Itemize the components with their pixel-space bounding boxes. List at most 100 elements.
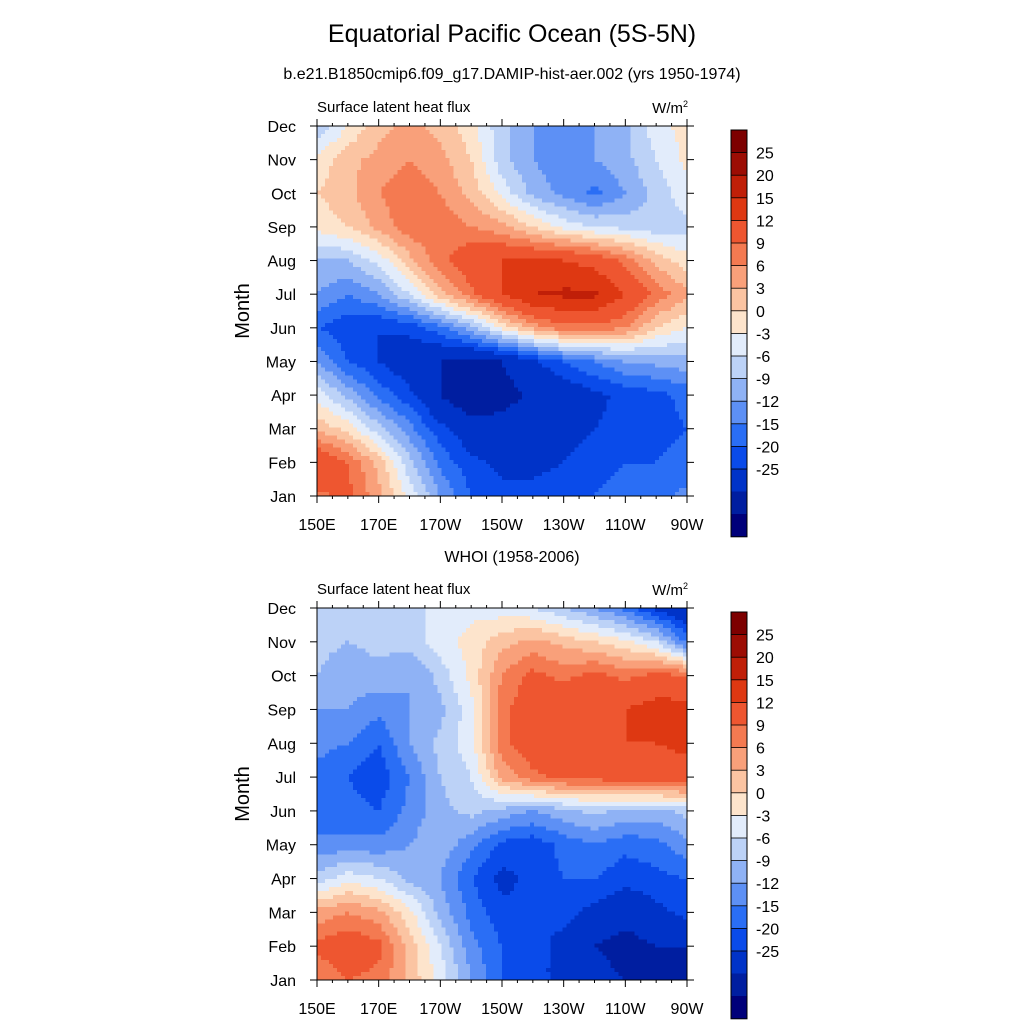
heatmap-cell bbox=[353, 294, 358, 300]
heatmap-cell bbox=[461, 323, 467, 328]
heatmap-cell bbox=[469, 254, 475, 260]
heatmap-cell bbox=[429, 210, 435, 216]
heatmap-cell bbox=[449, 331, 455, 336]
heatmap-cell bbox=[658, 294, 664, 300]
heatmap-cell bbox=[610, 202, 616, 208]
heatmap-cell bbox=[461, 222, 467, 228]
heatmap-cell bbox=[506, 335, 511, 340]
heatmap-cell bbox=[594, 315, 600, 320]
heatmap-cell bbox=[329, 178, 334, 183]
heatmap-cell bbox=[526, 302, 531, 308]
heatmap-cell bbox=[481, 339, 487, 344]
heatmap-cell bbox=[586, 182, 592, 187]
heatmap-cell bbox=[425, 274, 431, 280]
heatmap-cell bbox=[674, 222, 680, 228]
heatmap-cell bbox=[522, 339, 527, 344]
heatmap-cell bbox=[373, 218, 378, 224]
heatmap-cell bbox=[570, 198, 575, 204]
heatmap-cell bbox=[417, 294, 423, 300]
heatmap-cell bbox=[538, 182, 543, 187]
heatmap-cell bbox=[489, 294, 495, 300]
heatmap-cell bbox=[614, 130, 620, 135]
heatmap-cell bbox=[401, 162, 407, 167]
heatmap-cell bbox=[317, 306, 322, 312]
heatmap-cell bbox=[445, 226, 451, 232]
heatmap-cell bbox=[405, 162, 411, 167]
heatmap-cell bbox=[570, 142, 575, 147]
heatmap-cell bbox=[582, 323, 588, 328]
heatmap-cell bbox=[321, 146, 326, 151]
heatmap-cell bbox=[397, 242, 403, 248]
heatmap-cell bbox=[449, 198, 455, 204]
heatmap-cell bbox=[373, 174, 378, 179]
heatmap-cell bbox=[662, 311, 668, 316]
heatmap-cell bbox=[497, 315, 503, 320]
heatmap-cell bbox=[377, 142, 382, 147]
heatmap-cell bbox=[530, 331, 535, 336]
heatmap-cell bbox=[666, 170, 672, 175]
heatmap-cell bbox=[514, 206, 519, 212]
heatmap-cell bbox=[393, 126, 399, 131]
heatmap-cell bbox=[618, 134, 624, 139]
heatmap-cell bbox=[405, 234, 411, 240]
heatmap-cell bbox=[586, 319, 592, 324]
heatmap-cell bbox=[670, 274, 676, 280]
heatmap-cell bbox=[361, 202, 366, 208]
heatmap-cell bbox=[421, 202, 427, 208]
heatmap-cell bbox=[638, 202, 644, 208]
heatmap-cell bbox=[357, 246, 362, 252]
heatmap-cell bbox=[401, 306, 407, 312]
heatmap-cell bbox=[666, 339, 672, 344]
heatmap-cell bbox=[514, 198, 519, 204]
heatmap-cell bbox=[546, 138, 551, 143]
heatmap-cell bbox=[469, 319, 475, 324]
heatmap-cell bbox=[622, 238, 628, 244]
heatmap-cell bbox=[590, 190, 596, 195]
heatmap-cell bbox=[546, 262, 551, 268]
heatmap-cell bbox=[413, 178, 419, 183]
heatmap-cell bbox=[365, 294, 370, 300]
heatmap-cell bbox=[582, 166, 588, 171]
heatmap-cell bbox=[413, 306, 419, 312]
heatmap-cell bbox=[369, 331, 374, 336]
heatmap-cell bbox=[530, 146, 535, 151]
heatmap-cell bbox=[546, 142, 551, 147]
heatmap-cell bbox=[546, 327, 551, 332]
heatmap-cell bbox=[598, 154, 604, 159]
heatmap-cell bbox=[397, 158, 403, 163]
heatmap-cell bbox=[650, 262, 656, 268]
heatmap-cell bbox=[437, 206, 443, 212]
heatmap-cell bbox=[654, 294, 660, 300]
heatmap-cell bbox=[329, 290, 334, 296]
heatmap-cell bbox=[610, 174, 616, 179]
heatmap-cell bbox=[566, 226, 571, 232]
heatmap-cell bbox=[554, 186, 559, 191]
heatmap-cell bbox=[389, 174, 395, 179]
heatmap-cell bbox=[353, 238, 358, 244]
heatmap-cell bbox=[562, 198, 567, 204]
heatmap-cell bbox=[606, 126, 612, 131]
heatmap-cell bbox=[401, 282, 407, 288]
heatmap-cell bbox=[389, 254, 395, 260]
heatmap-cell bbox=[341, 343, 346, 348]
heatmap-cell bbox=[381, 230, 386, 236]
heatmap-cell bbox=[369, 190, 374, 195]
heatmap-cell bbox=[554, 294, 559, 300]
heatmap-cell bbox=[461, 150, 467, 155]
heatmap-cell bbox=[578, 130, 584, 135]
heatmap-cell bbox=[497, 290, 503, 296]
heatmap-cell bbox=[562, 194, 567, 199]
heatmap-cell bbox=[361, 311, 366, 316]
heatmap-cell bbox=[469, 178, 475, 183]
heatmap-cell bbox=[574, 194, 580, 199]
heatmap-cell bbox=[610, 315, 616, 320]
heatmap-cell bbox=[453, 246, 459, 252]
heatmap-cell bbox=[658, 262, 664, 268]
heatmap-cell bbox=[602, 238, 608, 244]
heatmap-cell bbox=[654, 190, 660, 195]
heatmap-cell bbox=[449, 298, 455, 304]
heatmap-cell bbox=[457, 210, 463, 216]
heatmap-cell bbox=[457, 130, 463, 135]
heatmap-cell bbox=[606, 202, 612, 208]
heatmap-cell bbox=[622, 274, 628, 280]
